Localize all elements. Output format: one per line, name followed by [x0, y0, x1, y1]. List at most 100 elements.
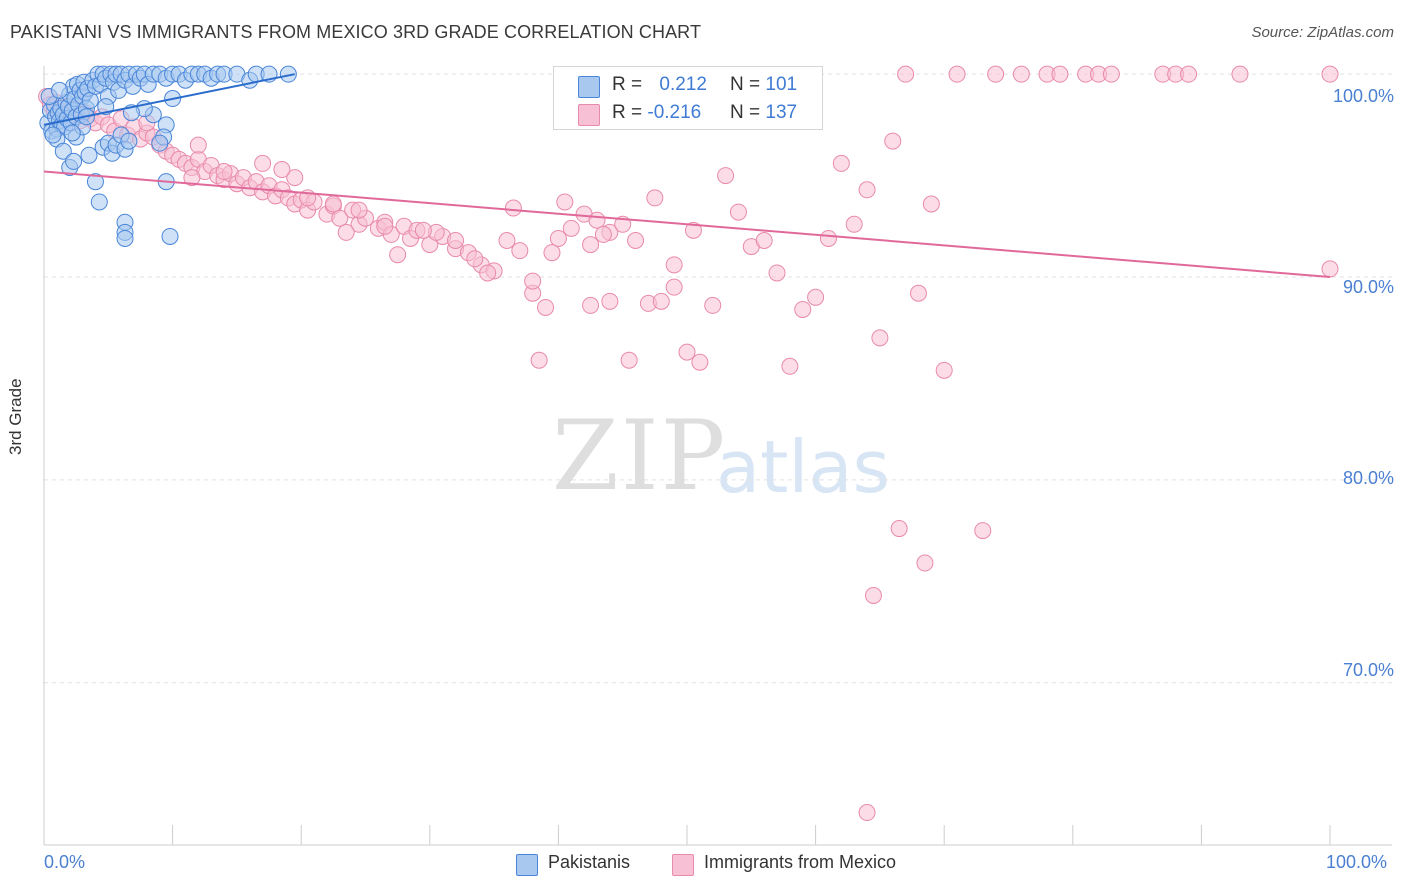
point-mexico [897, 65, 915, 83]
y-tick-label: 90.0% [1342, 277, 1394, 297]
point-mexico [781, 357, 799, 375]
point-pakistani [44, 126, 62, 144]
legend-r-label: R = [612, 102, 648, 123]
legend-n-value: 101 [765, 74, 798, 95]
y-tick-label: 80.0% [1342, 468, 1394, 488]
point-mexico [582, 236, 600, 254]
legend-swatch-blue [578, 76, 600, 98]
point-mexico [588, 211, 606, 229]
point-mexico [183, 169, 201, 187]
legend-row-pakistani: R = 0.212 N = 101 [554, 73, 822, 101]
point-mexico [215, 163, 233, 181]
point-mexico [755, 232, 773, 250]
point-mexico [331, 209, 349, 227]
point-pakistani [90, 193, 108, 211]
point-mexico [254, 154, 272, 172]
bottom-legend-label: Pakistanis [548, 852, 631, 872]
point-mexico [350, 201, 368, 219]
point-pakistani [279, 65, 297, 83]
point-mexico [794, 300, 812, 318]
point-mexico [665, 278, 683, 296]
chart-title: PAKISTANI VS IMMIGRANTS FROM MEXICO 3RD … [10, 22, 702, 42]
point-mexico [858, 804, 876, 822]
point-mexico [665, 256, 683, 274]
point-mexico [691, 353, 709, 371]
point-mexico [549, 229, 567, 247]
point-mexico [974, 522, 992, 540]
point-pakistani [65, 152, 83, 170]
point-mexico [1180, 65, 1198, 83]
legend-n: N = 137 [730, 102, 797, 124]
y-tick-label: 100.0% [1332, 86, 1394, 106]
point-pakistani [86, 173, 104, 191]
point-mexico [414, 221, 432, 239]
point-pakistani [116, 229, 134, 247]
grid-lines [44, 73, 1392, 684]
point-mexico [1231, 65, 1249, 83]
point-mexico [556, 193, 574, 211]
point-mexico [1102, 65, 1120, 83]
point-pakistani [63, 124, 81, 142]
x-tick-label: 100.0% [1326, 852, 1388, 872]
point-mexico [189, 136, 207, 154]
point-mexico [1012, 65, 1030, 83]
point-mexico [511, 242, 529, 260]
point-mexico [537, 298, 555, 316]
axes [43, 66, 1392, 846]
point-mexico [389, 246, 407, 264]
point-mexico [466, 250, 484, 268]
point-mexico [684, 221, 702, 239]
bottom-legend-swatch-pink [672, 854, 694, 876]
trendline-mexico [43, 170, 1331, 279]
bottom-legend-label: Immigrants from Mexico [704, 852, 897, 872]
point-pakistani [80, 146, 98, 164]
point-mexico [678, 343, 696, 361]
point-mexico [337, 223, 355, 241]
legend-swatch-pink [578, 104, 600, 126]
point-pakistani [50, 81, 68, 99]
point-mexico [601, 292, 619, 310]
legend-n-value: 137 [765, 102, 798, 123]
legend-row-mexico: R = -0.216 N = 137 [554, 101, 822, 129]
point-mexico [620, 351, 638, 369]
legend-r-label: R = [612, 74, 648, 95]
legend-r-value: -0.216 [647, 102, 702, 123]
point-mexico [704, 296, 722, 314]
point-mexico [447, 232, 465, 250]
point-mexico [1321, 65, 1339, 83]
point-mexico [922, 195, 940, 213]
source-label: Source: ZipAtlas.com [1251, 24, 1394, 41]
legend-r: R = 0.212 [612, 74, 707, 96]
point-mexico [819, 229, 837, 247]
point-mexico [504, 199, 522, 217]
point-mexico [479, 264, 497, 282]
point-mexico [729, 203, 747, 221]
series-mexico-points [38, 65, 1339, 822]
point-mexico [987, 65, 1005, 83]
point-mexico [717, 167, 735, 185]
trendline-pakistani [43, 73, 295, 126]
point-mexico [909, 284, 927, 302]
point-mexico [935, 361, 953, 379]
point-mexico [524, 272, 542, 290]
bottom-legend-swatch-blue [516, 854, 538, 876]
point-mexico [916, 554, 934, 572]
point-pakistani [161, 227, 179, 245]
point-mexico [884, 132, 902, 150]
y-axis-label: 3rd Grade [6, 378, 25, 455]
legend-r-value: 0.212 [659, 74, 707, 95]
point-pakistani [81, 92, 99, 110]
point-mexico [530, 351, 548, 369]
point-mexico [807, 288, 825, 306]
point-mexico [858, 181, 876, 199]
point-pakistani [151, 134, 169, 152]
correlation-legend: R = 0.212 N = 101 R = -0.216 N = 137 [553, 66, 823, 130]
point-pakistani [120, 132, 138, 150]
legend-n-label: N = [730, 102, 766, 123]
point-mexico [582, 296, 600, 314]
point-mexico [498, 232, 516, 250]
y-tick-label: 70.0% [1342, 660, 1394, 680]
trend-lines [43, 73, 1331, 279]
point-pakistani [54, 142, 72, 160]
